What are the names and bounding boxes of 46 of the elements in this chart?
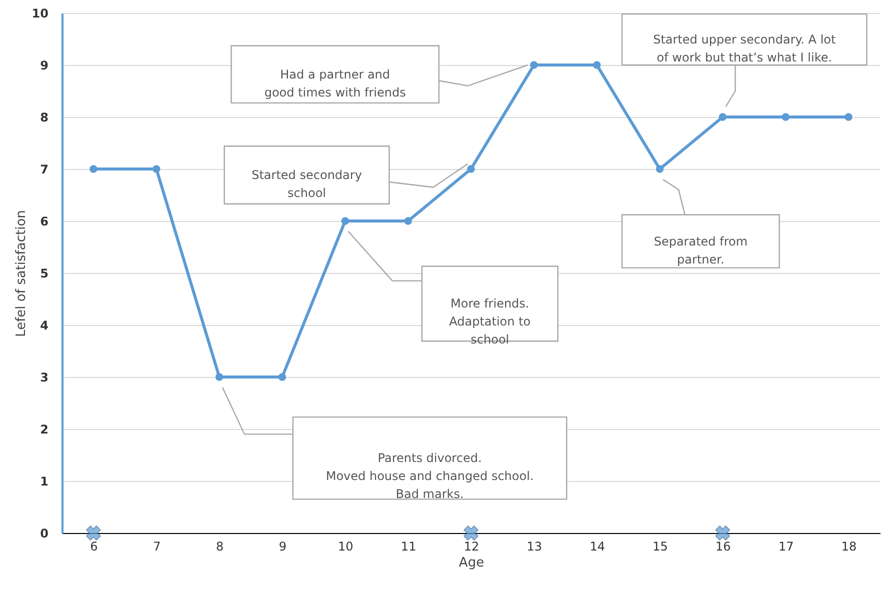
y-tick-label: 4 (40, 318, 48, 332)
x-tick-label: 12 (464, 540, 480, 554)
y-tick-label: 6 (40, 214, 48, 228)
point (341, 217, 350, 225)
point (467, 165, 475, 173)
x-tick-label: 7 (153, 540, 161, 554)
point (152, 165, 160, 173)
y-tick-label: 10 (32, 6, 48, 20)
point (90, 165, 98, 173)
point (718, 113, 727, 121)
x-axis-title: Age (458, 556, 484, 570)
point (844, 113, 852, 121)
point (215, 373, 224, 381)
annotation: Parents divorced. Moved house and changed school. Bad marks. (326, 451, 534, 502)
x-tick-label: 13 (526, 540, 542, 554)
y-tick-label: 2 (40, 422, 48, 436)
annotation: Started upper secondary. A lot of work but that’s what I like. (653, 32, 836, 65)
x-tick-label: 17 (778, 540, 794, 554)
point (530, 61, 538, 69)
x-tick-label: 11 (400, 540, 416, 554)
x-tick-label: 9 (278, 540, 287, 554)
point (656, 165, 664, 173)
x-tick-label: 14 (590, 540, 605, 554)
annotation: Started secondary school (252, 168, 362, 200)
x-tick-label: 8 (216, 540, 224, 554)
annotation: More friends. Adaptation to school (449, 296, 531, 347)
y-tick-label: 8 (40, 110, 48, 124)
point (782, 113, 790, 121)
x-tick-label: 15 (652, 540, 668, 554)
annotation: Separated from partner. (654, 234, 748, 266)
y-tick-label: 7 (40, 162, 48, 176)
y-axis-title: Lefel of satisfaction (14, 210, 29, 337)
y-tick-label: 1 (40, 474, 48, 488)
x-tick-label: 18 (841, 540, 857, 554)
point (86, 526, 101, 540)
annotation: Had a partner and good times with friends (264, 67, 406, 100)
y-tick-label: 3 (40, 370, 48, 384)
y-tick-label: 9 (40, 58, 48, 72)
y-tick-label: 5 (40, 266, 48, 280)
x-tick-label: 6 (90, 540, 98, 554)
point (404, 217, 412, 225)
x-tick-label: 10 (338, 540, 354, 554)
point (278, 373, 286, 381)
y-tick-label: 0 (40, 526, 48, 540)
x-tick-label: 16 (716, 540, 731, 554)
point (592, 61, 601, 69)
